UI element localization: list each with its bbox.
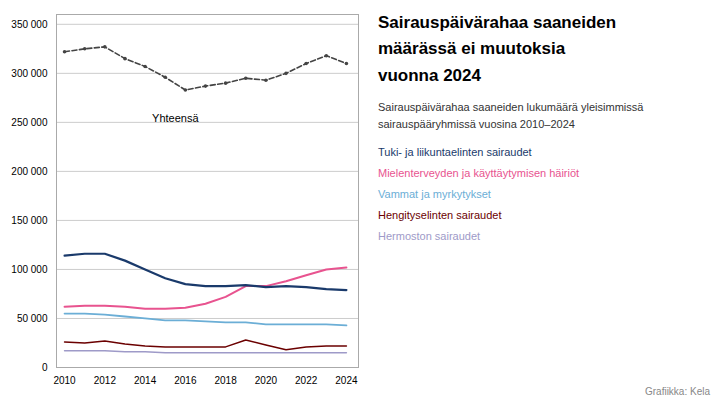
svg-text:50 000: 50 000 — [17, 313, 48, 324]
svg-text:200 000: 200 000 — [11, 166, 48, 177]
svg-text:100 000: 100 000 — [11, 264, 48, 275]
html-text:Hermoston sairaudet: Hermoston sairaudet — [378, 230, 481, 242]
svg-text:2018: 2018 — [214, 375, 237, 386]
svg-text:150 000: 150 000 — [11, 215, 48, 226]
svg-text:350 000: 350 000 — [11, 19, 48, 30]
html-text:Sairauspäivärahaa saaneiden lu: Sairauspäivärahaa saaneiden lukumäärä yl… — [378, 101, 644, 130]
svg-text:2016: 2016 — [174, 375, 197, 386]
svg-text:2024: 2024 — [335, 375, 358, 386]
svg-text:300 000: 300 000 — [11, 68, 48, 79]
html-text:Hengityselinten sairaudet: Hengityselinten sairaudet — [378, 209, 502, 221]
html-text:Vammat ja myrkytykset: Vammat ja myrkytykset — [378, 188, 491, 200]
svg-text:0: 0 — [42, 362, 48, 373]
svg-text:2012: 2012 — [94, 375, 117, 386]
svg-text:2022: 2022 — [295, 375, 318, 386]
html-text:Mielenterveyden ja käyttäytymi: Mielenterveyden ja käyttäytymisen häiriö… — [378, 167, 580, 179]
html-text:Tuki- ja liikuntaelinten saira: Tuki- ja liikuntaelinten sairaudet — [378, 146, 532, 158]
svg-text:2010: 2010 — [53, 375, 76, 386]
svg-text:Yhteensä: Yhteensä — [152, 112, 199, 124]
html-text:Grafiikka: Kela: Grafiikka: Kela — [645, 386, 710, 397]
svg-text:250 000: 250 000 — [11, 117, 48, 128]
svg-text:2014: 2014 — [134, 375, 157, 386]
svg-text:2020: 2020 — [255, 375, 278, 386]
html-text:Sairauspäivärahaa saaneiden mä: Sairauspäivärahaa saaneiden määrässä ei … — [378, 13, 617, 85]
